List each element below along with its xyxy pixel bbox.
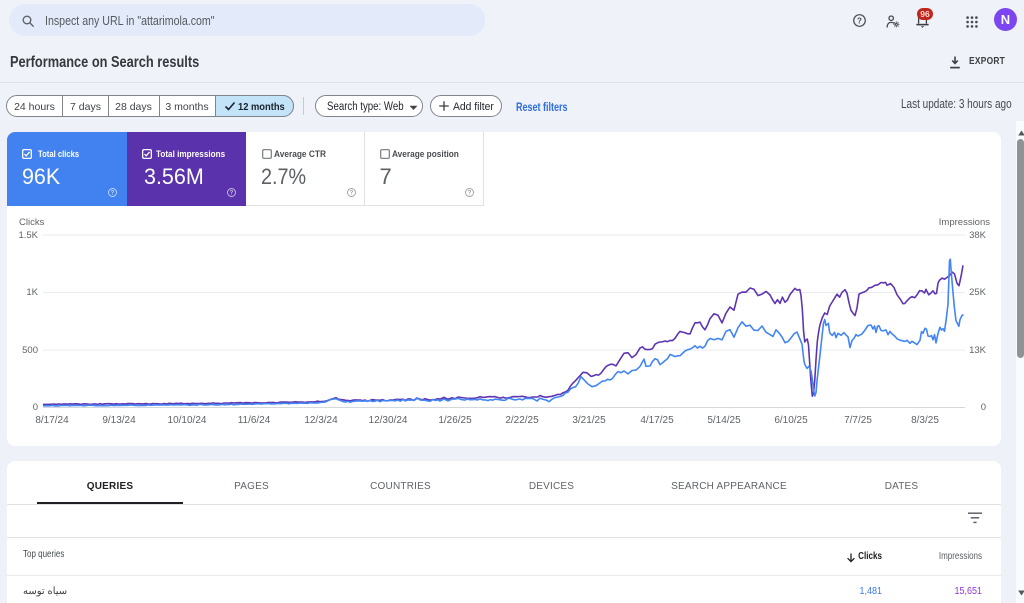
svg-text:?: ? bbox=[468, 190, 472, 196]
svg-text:?: ? bbox=[229, 190, 233, 196]
svg-text:?: ? bbox=[350, 190, 354, 196]
svg-text:?: ? bbox=[857, 17, 862, 26]
svg-text:?: ? bbox=[110, 190, 114, 196]
